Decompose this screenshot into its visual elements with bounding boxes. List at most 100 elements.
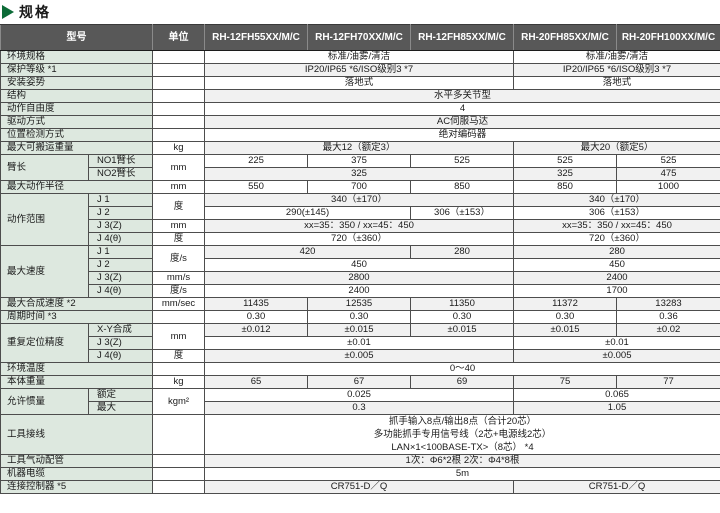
spec-row-sublabel: J 3(Z) <box>88 219 153 233</box>
unit-cell <box>152 76 205 90</box>
spec-value-cell: 1.05 <box>513 401 720 415</box>
table-row: 保护等级 *1 IP20/IP65 *6/ISO级别3 *7 IP20/IP65 *… <box>0 63 720 77</box>
spec-row-label: 连接控制器 *5 <box>0 480 153 494</box>
spec-value-cell: ±0.015 <box>513 323 617 337</box>
spec-value-cell: 落地式 <box>204 76 514 90</box>
column-header: RH-20FH85XX/M/C <box>513 24 617 51</box>
spec-value-cell: 0.3 <box>204 401 514 415</box>
spec-row-label: 工具接线 <box>0 414 153 455</box>
table-row: 结构 水平多关节型 <box>0 89 720 103</box>
spec-row-label: 结构 <box>0 89 153 103</box>
table-row: 重复定位精度 X-Y合成 mm ±0.012 ±0.015 ±0.015 ±0.015 ±0.… <box>0 323 720 363</box>
spec-value-cell: 77 <box>616 375 720 389</box>
spec-value-cell: 0.30 <box>410 310 514 324</box>
spec-row-label: 最大速度 <box>0 245 89 298</box>
spec-value-cell: 1次：Φ6*2根 2次：Φ4*8根 <box>204 454 720 468</box>
unit-cell: mm <box>152 323 205 350</box>
spec-value-cell: 67 <box>307 375 411 389</box>
spec-value-cell: 525 <box>616 154 720 168</box>
spec-value-cell: 12535 <box>307 297 411 311</box>
spec-value-cell: 最大20（额定5） <box>513 141 720 155</box>
unit-cell: mm/sec <box>152 297 205 311</box>
table-row: 环境温度 0～40 <box>0 362 720 376</box>
spec-value-cell: 4 <box>204 102 720 116</box>
column-header: RH-20FH100XX/M/C <box>616 24 720 51</box>
spec-value-cell: 5m <box>204 467 720 481</box>
table-row: 机器电缆 5m <box>0 467 720 481</box>
column-header: RH-12FH85XX/M/C <box>410 24 514 51</box>
table-row: 周期时间 *3 0.30 0.30 0.30 0.30 0.36 <box>0 310 720 324</box>
spec-row-sublabel: 最大 <box>88 401 153 415</box>
unit-cell <box>152 454 205 468</box>
spec-row-sublabel: J 1 <box>88 245 153 259</box>
spec-value-cell: AC伺服马达 <box>204 115 720 129</box>
unit-cell: 度 <box>152 232 205 246</box>
spec-value-cell: 69 <box>410 375 514 389</box>
unit-cell: 度/s <box>152 245 205 272</box>
table-row: J 4(θ) 度 720（±360） 720（±360） <box>1 232 720 246</box>
spec-value-cell: 0～40 <box>204 362 720 376</box>
column-header: 单位 <box>152 24 205 51</box>
spec-value-cell: 420 <box>204 245 411 259</box>
spec-row-sublabel: J 2 <box>88 258 153 272</box>
table-row: 本体重量 kg 65 67 69 75 77 <box>0 375 720 389</box>
spec-value-cell: 65 <box>204 375 308 389</box>
spec-row-sublabel: J 4(θ) <box>88 232 153 246</box>
spec-row-sublabel: NO2臂长 <box>88 167 153 181</box>
unit-cell: mm <box>152 219 205 233</box>
spec-value-cell: 525 <box>513 154 617 168</box>
spec-value-cell: ±0.005 <box>204 349 514 363</box>
spec-value-cell: 2400 <box>513 271 720 285</box>
column-header: RH-12FH55XX/M/C <box>204 24 308 51</box>
spec-value-cell: 0.025 <box>204 388 514 402</box>
unit-cell: mm/s <box>152 271 205 285</box>
table-row: J 3(Z) mm xx=35：350 / xx=45：450 xx=35：350 /… <box>1 219 720 233</box>
column-header: 型号 <box>0 24 153 51</box>
table-row: 安装姿势 落地式 落地式 <box>0 76 720 90</box>
unit-cell <box>152 50 205 64</box>
table-row: J 3(Z) mm/s 2800 2400 <box>1 271 720 285</box>
spec-row-label: 动作自由度 <box>0 102 153 116</box>
spec-value-cell: 306（±153） <box>410 206 514 220</box>
spec-value-cell: IP20/IP65 *6/ISO级别3 *7 <box>513 63 720 77</box>
spec-value-cell: 280 <box>410 245 514 259</box>
table-row: 连接控制器 *5 CR751-D／Q CR751-D／Q <box>0 480 720 494</box>
table-row: 最大速度 J 1 度/s 420 280 280 <box>0 245 720 298</box>
spec-row-label: 环境规格 <box>0 50 153 64</box>
unit-cell <box>152 102 205 116</box>
spec-value-cell: ±0.015 <box>410 323 514 337</box>
spec-value-cell: 450 <box>204 258 514 272</box>
spec-value-cell: 720（±360） <box>513 232 720 246</box>
spec-value-cell: 475 <box>616 167 720 181</box>
unit-cell: kg <box>152 375 205 389</box>
spec-row-label: 保护等级 *1 <box>0 63 153 77</box>
spec-value-cell: 280 <box>513 245 720 259</box>
spec-row-label: 动作范围 <box>0 193 89 246</box>
spec-row-label: 本体重量 <box>0 375 153 389</box>
spec-row-label: 臂长 <box>0 154 89 181</box>
spec-value-cell: 340（±170） <box>513 193 720 207</box>
spec-value-cell: 325 <box>204 167 514 181</box>
spec-row-label: 环境温度 <box>0 362 153 376</box>
spec-row-label: 工具气动配管 <box>0 454 153 468</box>
table-row: 最大 0.3 1.05 <box>1 401 720 415</box>
unit-cell <box>152 467 205 481</box>
spec-row-sublabel: NO1臂长 <box>88 154 153 168</box>
spec-row-label: 驱动方式 <box>0 115 153 129</box>
table-row: 臂长 NO1臂长 mm 225 375 525 525 525 <box>0 154 720 181</box>
spec-value-cell: 0.065 <box>513 388 720 402</box>
spec-value-cell: 0.30 <box>307 310 411 324</box>
spec-row-label: 最大合成速度 *2 <box>0 297 153 311</box>
table-row: 工具气动配管 1次：Φ6*2根 2次：Φ4*8根 <box>0 454 720 468</box>
unit-cell <box>152 128 205 142</box>
spec-value-cell: 75 <box>513 375 617 389</box>
unit-cell: 度 <box>152 193 205 220</box>
table-row: 工具接线 抓手输入8点/输出8点（合计20芯） 多功能抓手专用信号线（2芯+电源线… <box>0 414 720 455</box>
spec-value-cell: 11350 <box>410 297 514 311</box>
spec-value-cell: 306（±153） <box>513 206 720 220</box>
spec-value-cell: xx=35：350 / xx=45：450 <box>204 219 514 233</box>
unit-cell: kgm² <box>152 388 205 415</box>
unit-cell <box>152 89 205 103</box>
table-row: J 2 450 450 <box>1 258 720 272</box>
table-row: NO2臂长 325 325 475 <box>1 167 720 181</box>
